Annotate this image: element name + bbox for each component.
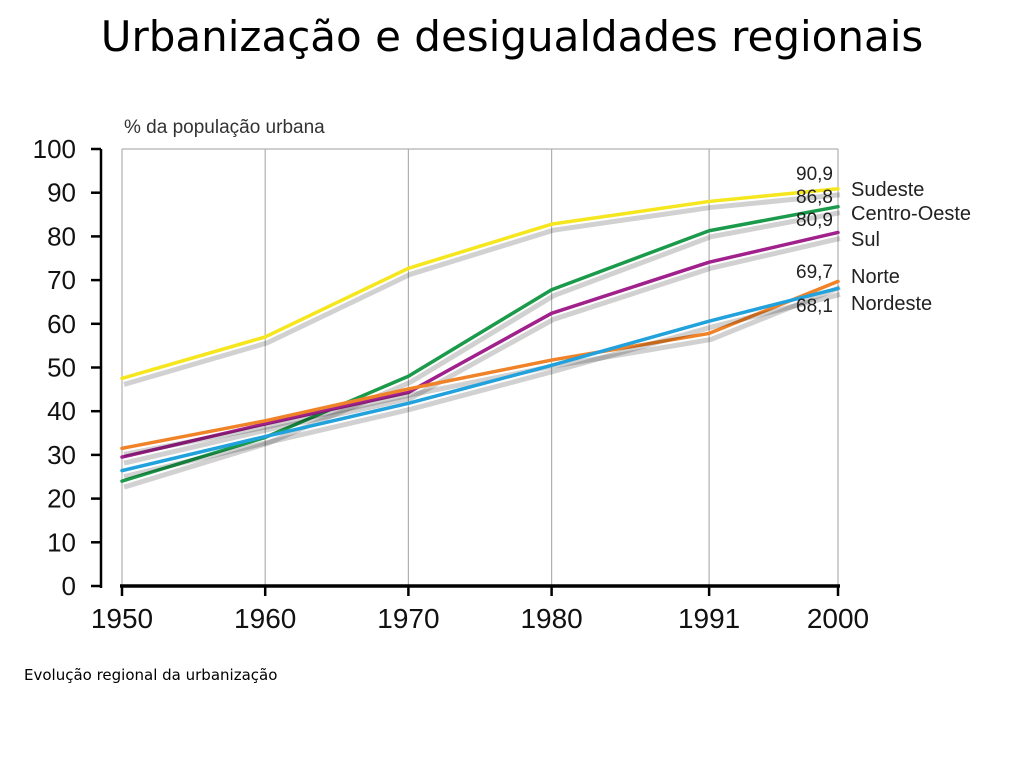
chart-container: % da população urbana 0 10 20 30 40 50 60 70 80 9… (0, 100, 1024, 660)
x-tick-label: 1950 (91, 603, 153, 634)
series-line-centro-oeste (120, 204, 840, 483)
chart-caption: Evolução regional da urbanização (24, 666, 278, 684)
y-tick-label: 20 (47, 484, 76, 514)
y-tick-label: 70 (47, 265, 76, 295)
end-value-label: 90,9 (796, 164, 833, 185)
end-value-label: 80,9 (796, 210, 833, 231)
x-tick-label: 2000 (807, 603, 869, 634)
y-axis-label: % da população urbana (124, 117, 325, 138)
axes: 0 10 20 30 40 50 60 70 80 90 100 1950 1960 1970 1980 19… (33, 134, 870, 634)
end-value-label: 86,8 (796, 187, 833, 208)
x-tick-label: 1970 (377, 603, 439, 634)
series-shadow-sul (123, 236, 841, 466)
y-tick-label: 60 (47, 309, 76, 339)
series-lines (120, 187, 841, 490)
y-tick-label: 100 (33, 134, 76, 164)
y-tick-label: 50 (47, 353, 76, 383)
series-line-nordeste (120, 286, 840, 473)
y-tick-label: 40 (47, 396, 76, 426)
series-shadow-norte (123, 285, 841, 457)
x-tick-label: 1991 (678, 603, 740, 634)
line-chart: % da população urbana 0 10 20 30 40 50 60 70 80 9… (33, 117, 971, 634)
series-line-norte (120, 279, 840, 451)
y-tick-label: 80 (47, 221, 76, 251)
series-shadow-sudeste (123, 192, 841, 387)
x-tick-label: 1960 (234, 603, 296, 634)
grid-lines (121, 148, 839, 586)
series-name-label: Sudeste (851, 179, 924, 201)
end-value-label: 68,1 (796, 296, 833, 317)
series-name-label: Nordeste (851, 293, 932, 315)
series-name-label: Sul (851, 229, 880, 251)
y-tick-label: 10 (47, 527, 76, 557)
series-name-label: Centro-Oeste (851, 203, 971, 225)
slide-title: Urbanização e desigualdades regionais (100, 12, 924, 61)
end-value-label: 69,7 (796, 262, 833, 283)
series-line-sul (120, 230, 840, 459)
series-shadow-centro-oeste (123, 210, 841, 490)
x-tick-label: 1980 (520, 603, 582, 634)
y-tick-label: 30 (47, 440, 76, 470)
y-tick-label: 0 (62, 571, 76, 601)
y-tick-label: 90 (47, 178, 76, 208)
series-shadow-nordeste (123, 291, 841, 480)
series-name-label: Norte (851, 266, 900, 288)
series-line-sudeste (120, 187, 840, 381)
